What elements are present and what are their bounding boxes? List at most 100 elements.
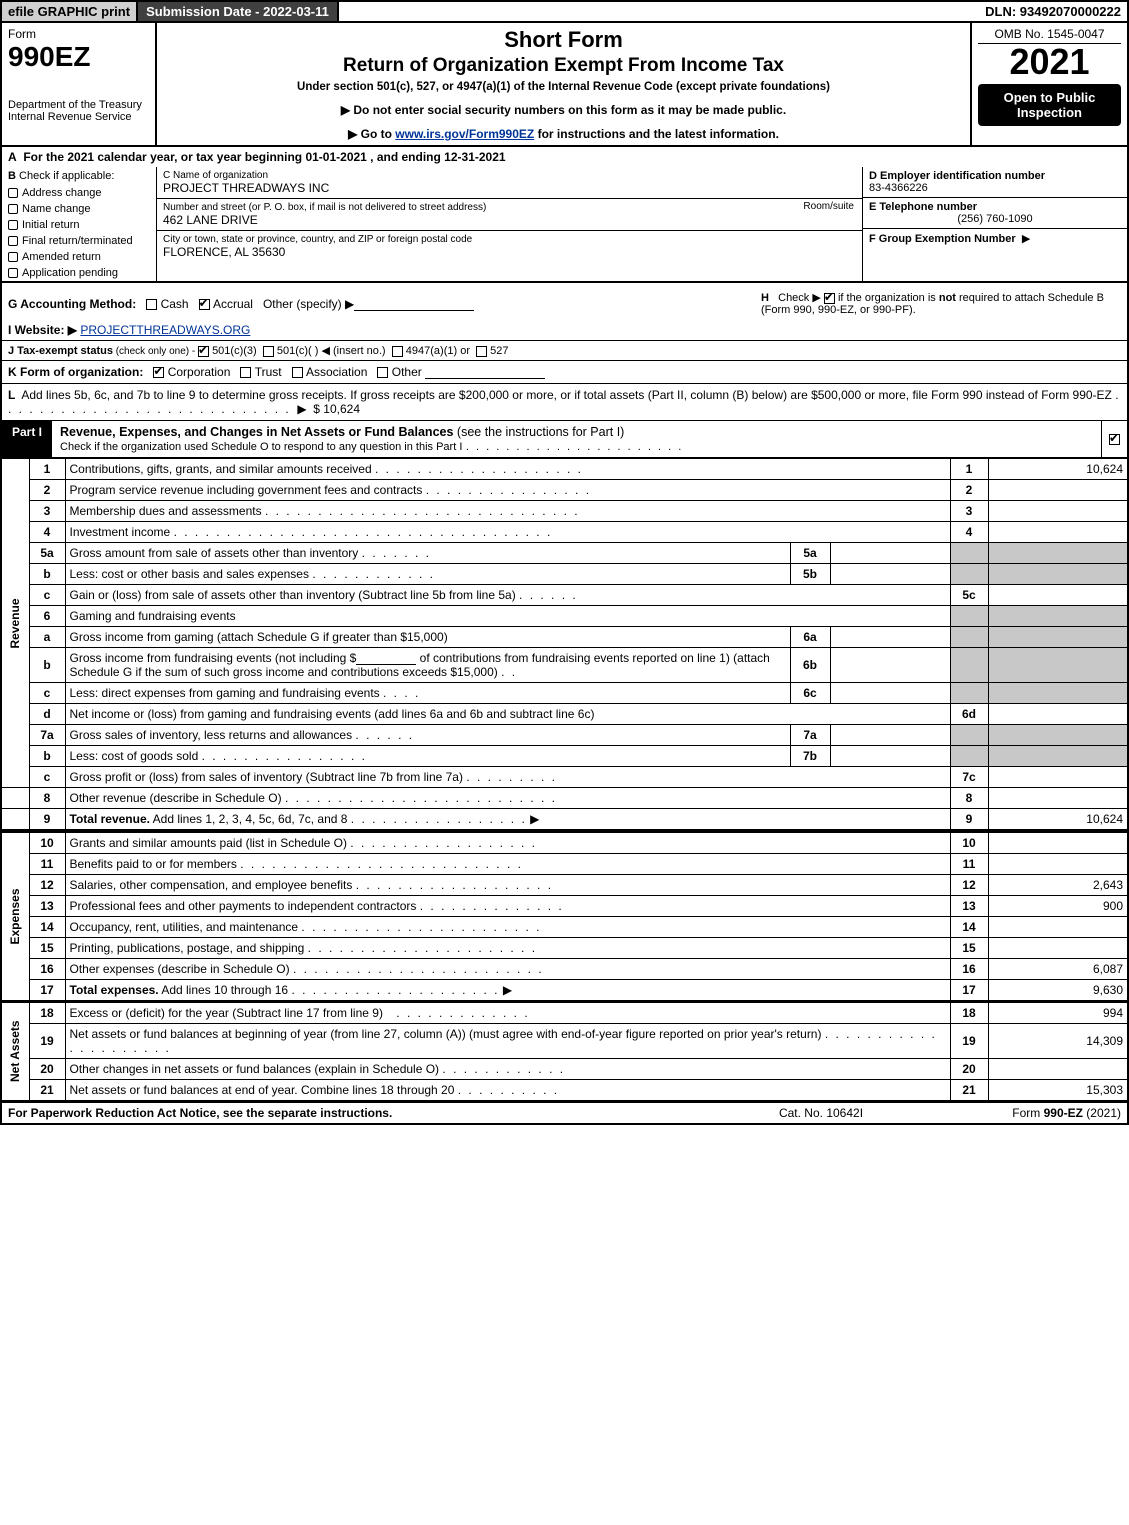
- topbar: efile GRAPHIC print Submission Date - 20…: [0, 0, 1129, 21]
- j-o2: 501(c)( ) ◀ (insert no.): [277, 345, 386, 357]
- line-amt: 900: [988, 896, 1128, 917]
- contrib-input[interactable]: [356, 651, 416, 665]
- d-label: D Employer identification number: [869, 170, 1121, 182]
- chk-initial-return[interactable]: Initial return: [2, 217, 156, 233]
- row-g-h-wrap: G Accounting Method: Cash Accrual Other …: [0, 283, 1129, 320]
- line-num: b: [29, 648, 65, 683]
- block-b-c-def: B Check if applicable: Address change Na…: [0, 167, 1129, 283]
- line-amt: 2,643: [988, 875, 1128, 896]
- form-number: 990EZ: [8, 41, 149, 73]
- line-box: 12: [950, 875, 988, 896]
- k-other-checkbox[interactable]: [377, 367, 388, 378]
- line-amt: 15,303: [988, 1080, 1128, 1102]
- table-row: 7a Gross sales of inventory, less return…: [1, 725, 1128, 746]
- l-text: Add lines 5b, 6c, and 7b to line 9 to de…: [21, 388, 1112, 402]
- sub-line-num: 5a: [790, 543, 830, 564]
- tax-year: 2021: [978, 44, 1121, 80]
- line-desc: Less: direct expenses from gaming and fu…: [65, 683, 790, 704]
- chk-amended-return[interactable]: Amended return: [2, 249, 156, 265]
- line-num: 9: [29, 809, 65, 831]
- website-link[interactable]: PROJECTTHREADWAYS.ORG: [80, 323, 250, 337]
- line-box: 11: [950, 854, 988, 875]
- j-501c-checkbox[interactable]: [263, 346, 274, 357]
- sub-line-num: 6b: [790, 648, 830, 683]
- sub-amt: [830, 627, 950, 648]
- section-revenue: Revenue: [1, 459, 29, 788]
- sub-amt: [830, 683, 950, 704]
- subtitle: Under section 501(c), 527, or 4947(a)(1)…: [165, 81, 962, 93]
- j-o1: 501(c)(3): [212, 345, 257, 357]
- table-row: 17Total expenses. Add lines 10 through 1…: [1, 980, 1128, 1001]
- h-checkbox[interactable]: [824, 293, 835, 304]
- shaded-cell: [988, 543, 1128, 564]
- line-box: 9: [950, 809, 988, 831]
- line-num: 18: [29, 1002, 65, 1024]
- shaded-cell: [950, 627, 988, 648]
- line-amt: [988, 1059, 1128, 1080]
- g-other-input[interactable]: [354, 297, 474, 311]
- g-cash-checkbox[interactable]: [146, 299, 157, 310]
- line-desc: Net income or (loss) from gaming and fun…: [65, 704, 950, 725]
- sub-line-num: 5b: [790, 564, 830, 585]
- netassets-table: Net Assets 18 Excess or (deficit) for th…: [0, 1001, 1129, 1102]
- revenue-table: Revenue 1 Contributions, gifts, grants, …: [0, 459, 1129, 831]
- part-i-checkbox[interactable]: [1109, 434, 1120, 445]
- c-room-label: Room/suite: [803, 201, 854, 212]
- e-label: E Telephone number: [869, 201, 1121, 213]
- shaded-cell: [988, 648, 1128, 683]
- irs-link[interactable]: www.irs.gov/Form990EZ: [395, 127, 534, 141]
- table-row: c Less: direct expenses from gaming and …: [1, 683, 1128, 704]
- checkbox-icon: [8, 236, 18, 246]
- g-accrual-checkbox[interactable]: [199, 299, 210, 310]
- shaded-cell: [988, 746, 1128, 767]
- line-amt: 10,624: [988, 809, 1128, 831]
- j-527-checkbox[interactable]: [476, 346, 487, 357]
- section-expenses: Expenses: [1, 832, 29, 1001]
- line-desc: Gaming and fundraising events: [65, 606, 950, 627]
- line-num: 16: [29, 959, 65, 980]
- note-goto-post: for instructions and the latest informat…: [534, 127, 779, 141]
- section-netassets: Net Assets: [1, 1002, 29, 1101]
- table-row: 16Other expenses (describe in Schedule O…: [1, 959, 1128, 980]
- h-label: H: [761, 292, 769, 304]
- k-corp-checkbox[interactable]: [153, 367, 164, 378]
- line-desc: Gross income from fundraising events (no…: [65, 648, 790, 683]
- line-amt: 10,624: [988, 459, 1128, 480]
- line-num: c: [29, 767, 65, 788]
- line-num: 15: [29, 938, 65, 959]
- line-box: 5c: [950, 585, 988, 606]
- shaded-cell: [988, 627, 1128, 648]
- j-text: (check only one) -: [113, 346, 198, 357]
- arrow-icon: ▶: [297, 402, 306, 416]
- sub-line-num: 6c: [790, 683, 830, 704]
- checkbox-icon: [8, 268, 18, 278]
- shaded-cell: [988, 725, 1128, 746]
- line-amt: [988, 938, 1128, 959]
- j-501c3-checkbox[interactable]: [198, 346, 209, 357]
- line-box: 16: [950, 959, 988, 980]
- table-row: 8 Other revenue (describe in Schedule O)…: [1, 788, 1128, 809]
- part-title-bold: Revenue, Expenses, and Changes in Net As…: [60, 425, 453, 439]
- efile-print-label[interactable]: efile GRAPHIC print: [2, 2, 136, 21]
- chk-name-change[interactable]: Name change: [2, 201, 156, 217]
- shaded-cell: [988, 564, 1128, 585]
- table-row: 14Occupancy, rent, utilities, and mainte…: [1, 917, 1128, 938]
- line-box: 8: [950, 788, 988, 809]
- line-box: 15: [950, 938, 988, 959]
- chk-address-change[interactable]: Address change: [2, 185, 156, 201]
- row-a: A For the 2021 calendar year, or tax yea…: [0, 147, 1129, 167]
- j-4947-checkbox[interactable]: [392, 346, 403, 357]
- line-box: 18: [950, 1002, 988, 1024]
- line-box: 17: [950, 980, 988, 1001]
- shaded-cell: [988, 683, 1128, 704]
- chk-application-pending[interactable]: Application pending: [2, 265, 156, 281]
- sub-amt: [830, 725, 950, 746]
- k-other-input[interactable]: [425, 365, 545, 379]
- k-trust-checkbox[interactable]: [240, 367, 251, 378]
- note-ssn: ▶ Do not enter social security numbers o…: [165, 103, 962, 117]
- line-num: 13: [29, 896, 65, 917]
- header-left: Form 990EZ Department of the Treasury In…: [2, 23, 157, 145]
- k-assoc-checkbox[interactable]: [292, 367, 303, 378]
- chk-final-return[interactable]: Final return/terminated: [2, 233, 156, 249]
- line-amt: [988, 585, 1128, 606]
